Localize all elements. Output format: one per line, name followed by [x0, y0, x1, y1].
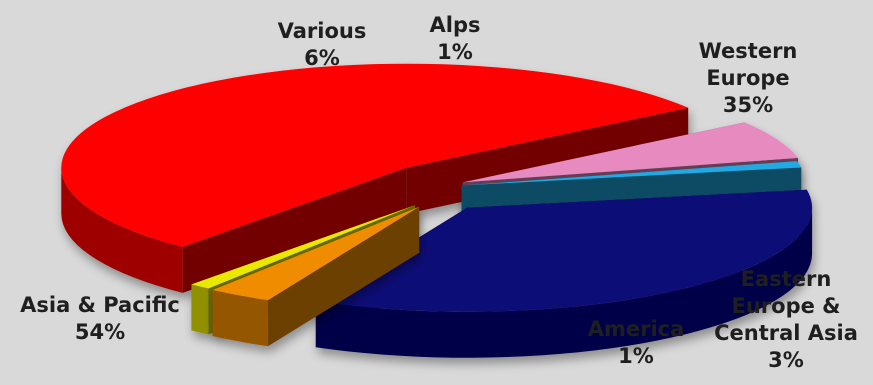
slice-western-europe — [315, 189, 813, 358]
label-western-europe: Western Europe 35% — [698, 39, 798, 117]
label-america: America 1% — [587, 317, 685, 368]
slice-eastern-europe-central-asia — [212, 206, 420, 347]
label-asia-pacific: Asia & Pacific 54% — [20, 293, 180, 344]
label-various: Various 6% — [277, 19, 367, 70]
label-alps: Alps 1% — [429, 13, 481, 64]
label-eastern-europe-central-asia: Eastern Europe & Central Asia 3% — [714, 267, 858, 372]
